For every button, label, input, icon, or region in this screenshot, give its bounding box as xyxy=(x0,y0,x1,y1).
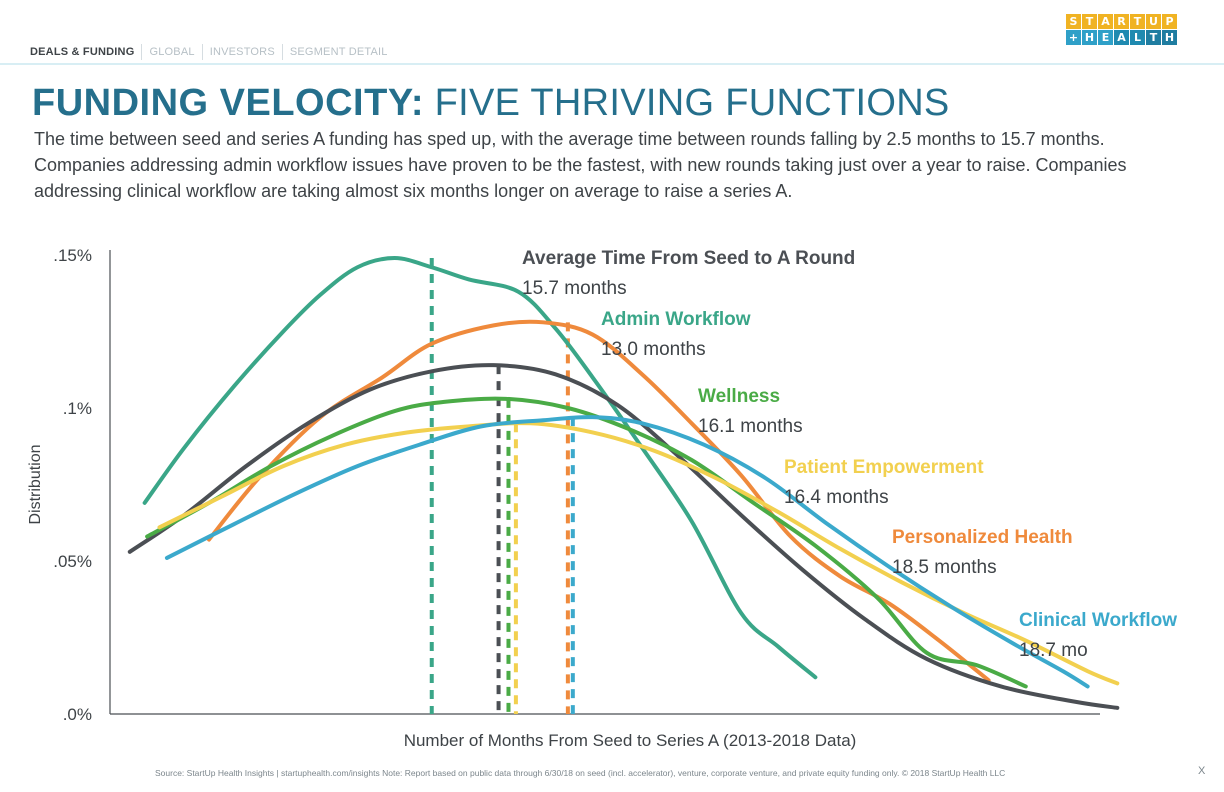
annotation-clinical-workflow: Clinical Workflow 18.7 mo xyxy=(1019,610,1177,661)
series-lines xyxy=(127,256,1120,710)
logo-letter: A xyxy=(1098,14,1113,29)
annotation-name: Clinical Workflow xyxy=(1019,610,1177,631)
page-number: X xyxy=(1198,765,1206,777)
logo-letter: A xyxy=(1114,30,1129,45)
annotation-personalized-health: Personalized Health 18.5 months xyxy=(892,527,1073,578)
series-line-average-time-from-seed-to-a-round xyxy=(127,363,1120,710)
series-line-clinical-workflow xyxy=(164,415,1090,689)
logo-letter: E xyxy=(1098,30,1113,45)
series-line-admin-workflow xyxy=(142,256,818,680)
nav-tab-segment-detail[interactable]: SEGMENT DETAIL xyxy=(281,44,395,60)
annotation-value: 15.7 months xyxy=(522,278,627,299)
annotation-name: Personalized Health xyxy=(892,527,1073,548)
y-tick-label: .05% xyxy=(53,552,92,571)
nav-tab-deals-funding[interactable]: DEALS & FUNDING xyxy=(30,46,135,58)
annotation-name: Wellness xyxy=(698,386,780,407)
logo-letter: H xyxy=(1162,30,1177,45)
y-tick-label: .0% xyxy=(63,705,92,724)
logo-letter: T xyxy=(1130,14,1145,29)
page-subtitle: The time between seed and series A fundi… xyxy=(34,129,1127,201)
logo-letter: L xyxy=(1130,30,1145,45)
nav-tab-investors[interactable]: INVESTORS xyxy=(201,44,282,60)
annotation-value: 18.7 mo xyxy=(1019,640,1088,661)
annotation-value: 13.0 months xyxy=(601,339,706,360)
annotation-average-time-from-seed-to-a-round: Average Time From Seed to A Round 15.7 mo… xyxy=(522,248,855,299)
logo-letter: P xyxy=(1162,14,1177,29)
y-tick-label: .15% xyxy=(53,246,92,265)
series-line-patient-empowerment xyxy=(157,421,1120,686)
page-title: FUNDING VELOCITY: FIVE THRIVING FUNCTION… xyxy=(32,80,950,126)
logo-letter: + xyxy=(1066,30,1081,45)
series-annotations: Average Time From Seed to A Round 15.7 mo… xyxy=(522,248,1177,661)
annotation-value: 16.1 months xyxy=(698,416,803,437)
mean-markers xyxy=(429,258,575,714)
header-divider xyxy=(0,63,1224,65)
startup-health-logo: S T A R T U P + H E A L T H xyxy=(1066,14,1206,46)
annotation-patient-empowerment: Patient Empowerment 16.4 months xyxy=(784,457,984,508)
y-axis-title: Distribution xyxy=(27,444,44,524)
logo-letter: S xyxy=(1066,14,1081,29)
x-axis-title: Number of Months From Seed to Series A (… xyxy=(404,731,857,750)
annotation-value: 18.5 months xyxy=(892,557,997,578)
source-footnote: Source: StartUp Health Insights | startu… xyxy=(155,768,1006,778)
logo-letter: U xyxy=(1146,14,1161,29)
nav-tab-global[interactable]: GLOBAL xyxy=(141,44,201,60)
annotation-name: Patient Empowerment xyxy=(784,457,984,478)
annotation-admin-workflow: Admin Workflow 13.0 months xyxy=(601,309,751,360)
annotation-name: Admin Workflow xyxy=(601,309,751,330)
y-tick-label: .1% xyxy=(63,399,92,418)
section-nav: DEALS & FUNDING GLOBAL INVESTORS SEGMENT DE… xyxy=(30,44,395,60)
chart-axes: .0% .05% .1% .15% Distribution Number of Mont… xyxy=(27,246,1100,750)
logo-letter: T xyxy=(1146,30,1161,45)
annotation-wellness: Wellness 16.1 months xyxy=(698,386,803,437)
annotation-value: 16.4 months xyxy=(784,487,889,508)
page-title-bold: FUNDING VELOCITY: xyxy=(32,82,425,124)
logo-letter: H xyxy=(1082,30,1097,45)
logo-row2: + H E A L T H xyxy=(1066,30,1206,45)
logo-letter: T xyxy=(1082,14,1097,29)
logo-letter: R xyxy=(1114,14,1129,29)
annotation-name: Average Time From Seed to A Round xyxy=(522,248,855,269)
page-title-light: FIVE THRIVING FUNCTIONS xyxy=(434,82,950,124)
